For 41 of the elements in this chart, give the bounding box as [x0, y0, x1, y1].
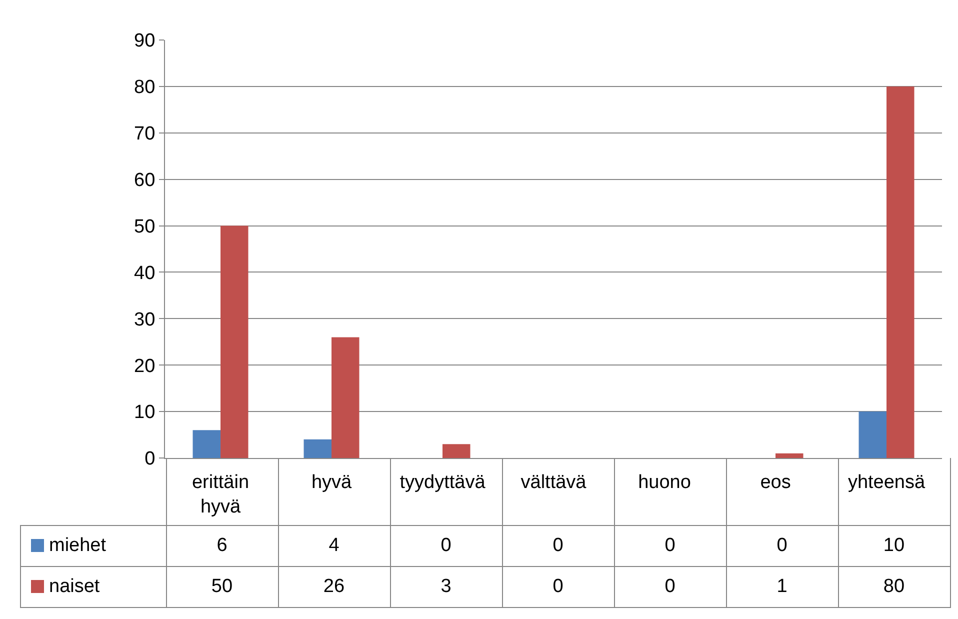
y-tick-label: 70 [134, 124, 156, 145]
y-tick-label: 30 [134, 309, 156, 330]
bar [192, 430, 220, 458]
data-label: 6 [166, 526, 278, 566]
y-tick-label: 10 [134, 402, 156, 424]
x-tick-label: erittäin hyvä [192, 472, 250, 518]
data-label: 0 [502, 566, 614, 608]
data-label: 4 [278, 526, 390, 566]
y-tick-label: 50 [134, 216, 156, 238]
bar [220, 226, 248, 458]
y-tick-label: 40 [134, 262, 156, 284]
data-label: 0 [502, 526, 614, 566]
data-label: 26 [278, 566, 390, 608]
bar [886, 86, 914, 458]
data-label: 1 [726, 566, 838, 608]
legend-label: naiset [20, 566, 166, 608]
data-label: 0 [390, 526, 502, 566]
data-label: 3 [390, 566, 502, 608]
data-label: 0 [726, 526, 838, 566]
y-tick-label: 20 [134, 356, 156, 377]
data-label: 10 [838, 526, 950, 566]
bar [776, 453, 804, 458]
bar [304, 439, 332, 458]
data-label: 80 [838, 566, 950, 608]
x-tick-label: välttävä [520, 472, 587, 493]
x-tick-label: huono [638, 472, 691, 493]
data-label: 50 [166, 566, 278, 608]
bar [858, 412, 886, 458]
x-tick-label: hyvä [311, 472, 352, 493]
y-tick-label: 80 [134, 77, 156, 98]
y-tick-label: 0 [144, 448, 156, 470]
legend-label: miehet [20, 526, 166, 566]
data-label: 0 [614, 566, 726, 608]
x-tick-label: tyydyttävä [400, 472, 486, 493]
x-tick-label: yhteensä [848, 472, 926, 493]
y-tick-label: 60 [134, 170, 156, 191]
data-label: 0 [614, 526, 726, 566]
y-tick-label: 90 [134, 30, 156, 52]
x-tick-label: eos [760, 472, 791, 493]
bar [332, 337, 360, 458]
bar [442, 444, 470, 458]
